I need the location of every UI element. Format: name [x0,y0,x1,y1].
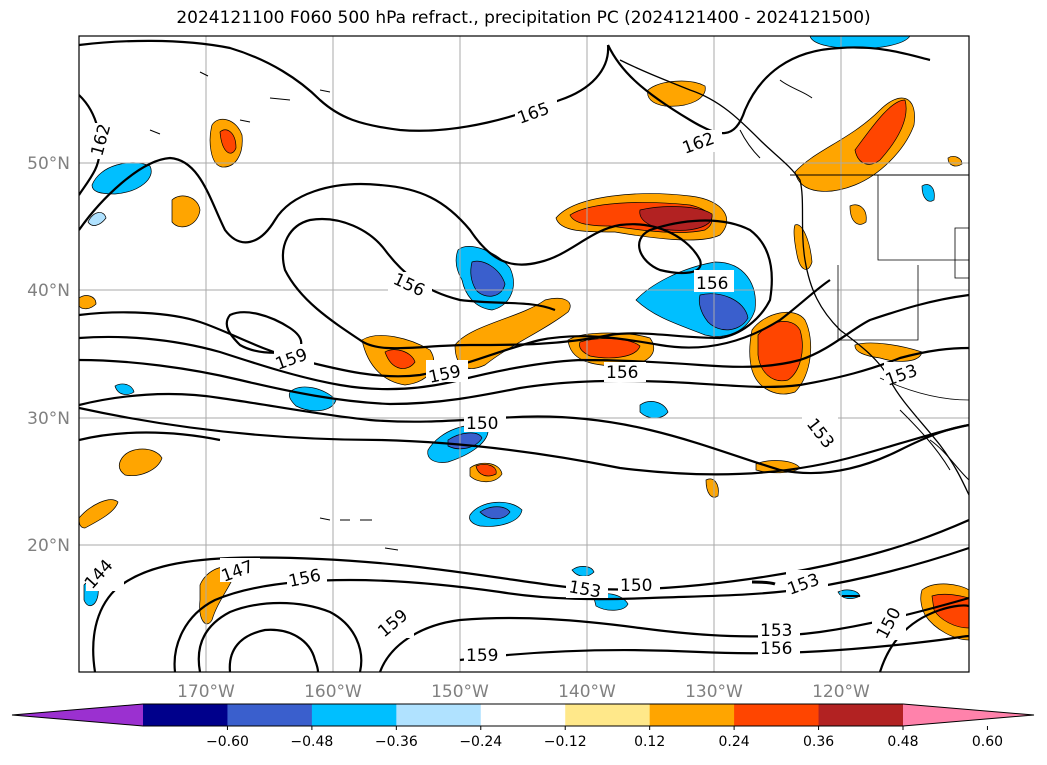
contour-label: 150 [620,576,652,596]
colorbar-swatch [818,704,904,726]
contour-label: 156 [760,639,792,659]
lat-label: 40°N [27,281,70,301]
colorbar-tick-label: 0.48 [887,734,918,750]
colorbar-tick-label: 0.12 [634,734,665,750]
contour-label: 150 [466,414,498,434]
height-contours [79,39,969,672]
colorbar-swatch [396,704,482,726]
lat-label: 30°N [27,409,70,429]
colorbar-swatch [649,704,735,726]
colorbar-swatch [227,704,313,726]
colorbar-tick-label: −0.12 [544,734,587,750]
colorbar-tick-label: −0.36 [375,734,418,750]
colorbar-tick-label: 0.24 [719,734,750,750]
map-border [78,35,970,673]
longitude-labels: 170°W 160°W 150°W 140°W 130°W 120°W [177,682,870,702]
contour-labels: 162 165 162 156 156 159 159 156 153 150 … [80,99,926,666]
colorbar-swatch [143,704,228,726]
colorbar: −0.60 −0.48 −0.36 −0.24 −0.12 0.12 0.24 0.36 0.4… [11,703,1035,750]
latitude-labels: 50°N 40°N 30°N 20°N [27,154,70,556]
colorbar-swatch [565,704,651,726]
lon-label: 170°W [177,682,235,702]
lon-label: 120°W [812,682,870,702]
colorbar-extend-low [12,704,143,726]
lon-label: 150°W [431,682,489,702]
lon-label: 160°W [304,682,362,702]
lon-label: 140°W [558,682,616,702]
colorbar-extend-high [903,704,1034,726]
lat-label: 20°N [27,536,70,556]
colorbar-tick-label: −0.60 [206,734,249,750]
colorbar-outline [11,703,1035,727]
colorbar-tick-label: 0.60 [972,734,1003,750]
map-title: 2024121100 F060 500 hPa refract., precip… [176,8,871,28]
colorbar-swatch [734,704,820,726]
lat-label: 50°N [27,154,70,174]
contour-label: 159 [466,646,498,666]
contour-label: 156 [606,363,638,383]
colorbar-swatch [480,704,566,726]
contour-label: 156 [696,274,728,294]
colorbar-swatch [311,704,397,726]
lon-label: 130°W [685,682,743,702]
colorbar-tick-label: −0.48 [290,734,333,750]
colorbar-tick-label: −0.24 [459,734,502,750]
contour-label: 153 [760,621,792,641]
colorbar-tick-label: 0.36 [803,734,834,750]
